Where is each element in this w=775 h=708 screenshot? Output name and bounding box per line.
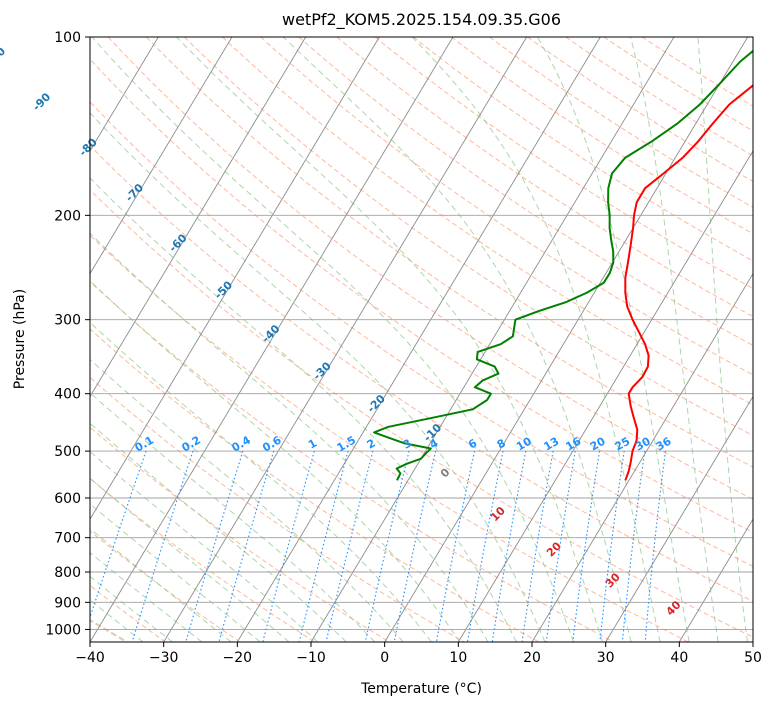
dry-adiabat-line: [90, 530, 241, 642]
mixing-ratio-line: [393, 450, 437, 642]
x-tick-label: −40: [75, 650, 105, 666]
moist-adiabat-line: [90, 450, 319, 642]
isotherm-line: [90, 37, 454, 642]
moist-adiabat-line: [90, 232, 489, 642]
dry-adiabat-line: [298, 37, 753, 346]
isotherm-line: [236, 37, 601, 642]
isotherm-line: [90, 37, 307, 398]
moist-adiabat-line: [697, 37, 748, 642]
dry-adiabat-line: [336, 37, 753, 318]
mixing-ratio-line: [218, 450, 275, 642]
isotherm-line: [457, 149, 753, 642]
mixing-ratio-line: [545, 451, 576, 642]
x-tick-label: 40: [670, 650, 688, 666]
moist-adiabat-line: [90, 392, 376, 642]
moist-adiabat-line: [630, 37, 719, 642]
isotherm-line: [90, 37, 380, 521]
moist-adiabat-line: [90, 358, 404, 642]
mixing-ratio-line: [572, 451, 601, 642]
mixing-ratio-line: [599, 451, 625, 642]
mixing-ratio-line: [185, 450, 244, 642]
dewpoint-profile-line: [373, 49, 753, 481]
x-axis-title: Temperature (°C): [360, 681, 482, 697]
moist-adiabat-line: [90, 422, 347, 642]
mixing-ratio-line: [435, 450, 476, 642]
moist-adiabat-line: [90, 280, 461, 642]
isotherm-line: [384, 37, 749, 642]
dry-adiabat-line: [145, 37, 753, 468]
x-tick-label: −10: [296, 650, 326, 666]
mixing-ratio-line: [325, 450, 374, 642]
y-tick-label: 500: [54, 444, 81, 460]
x-tick-label: 50: [744, 650, 762, 666]
axis-ticks: −40 −30 −20 −10 0 10 20 30 40 50 100 200 300 400 500 60…: [45, 30, 762, 666]
y-axis-title: Pressure (hPa): [12, 289, 28, 389]
y-tick-label: 900: [54, 595, 81, 611]
dry-adiabat-line: [90, 58, 753, 533]
background-lines: [90, 37, 753, 642]
dry-adiabat-line: [90, 234, 689, 642]
mixing-ratio-line: [491, 450, 527, 642]
y-tick-label: 100: [54, 30, 81, 46]
moist-adiabat-line: [90, 477, 290, 642]
x-tick-label: −20: [223, 650, 253, 666]
x-tick-label: 10: [449, 650, 467, 666]
moist-adiabat-line: [90, 177, 517, 642]
moist-adiabat-line: [90, 112, 546, 642]
isotherm-line: [163, 37, 528, 642]
y-tick-label: 700: [54, 531, 81, 547]
y-tick-label: 200: [54, 208, 81, 224]
x-tick-label: 0: [380, 650, 389, 666]
isotherm-line: [90, 37, 159, 152]
x-tick-label: 30: [597, 650, 615, 666]
dry-adiabat-line: [222, 37, 753, 406]
y-tick-label: 600: [54, 491, 81, 507]
x-tick-label: −30: [149, 650, 179, 666]
moist-adiabat-line: [411, 37, 661, 642]
dry-adiabat-line: [565, 37, 753, 157]
moist-adiabat-line: [282, 37, 632, 642]
dry-adiabat-line: [374, 37, 753, 290]
moist-adiabat-line: [90, 321, 432, 642]
isotherm-line: [310, 37, 675, 642]
dry-adiabat-line: [90, 189, 753, 638]
moist-adiabat-line: [176, 37, 603, 642]
profile-lines: [373, 49, 753, 481]
mixing-ratio-line: [364, 450, 410, 642]
isotherm-line: [678, 518, 753, 642]
plot-frame: [89, 36, 754, 643]
isotherm-line: [605, 395, 753, 642]
mixing-ratio-line: [621, 451, 646, 642]
mixing-ratio-line: [298, 450, 349, 642]
mixing-ratio-line: [262, 450, 315, 642]
y-tick-label: 800: [54, 565, 81, 581]
y-tick-label: 400: [54, 387, 81, 403]
dry-adiabat-line: [412, 37, 753, 262]
mixing-ratio-line: [466, 450, 504, 642]
chart-title: wetPf2_KOM5.2025.154.09.35.G06: [282, 10, 561, 30]
isotherm-line: [531, 272, 753, 642]
y-tick-label: 1000: [45, 622, 81, 638]
dry-adiabat-line: [489, 37, 753, 208]
dry-adiabat-line: [90, 101, 753, 567]
dry-adiabat-line: [90, 280, 614, 642]
mixing-ratio-line: [644, 451, 666, 642]
moist-adiabat-line: [537, 37, 690, 642]
x-tick-label: 20: [523, 650, 541, 666]
isotherm-line: [90, 37, 233, 275]
moist-adiabat-line: [91, 37, 575, 642]
dry-adiabat-line: [90, 426, 390, 642]
y-tick-label: 300: [54, 313, 81, 329]
temperature-profile-line: [624, 84, 753, 481]
